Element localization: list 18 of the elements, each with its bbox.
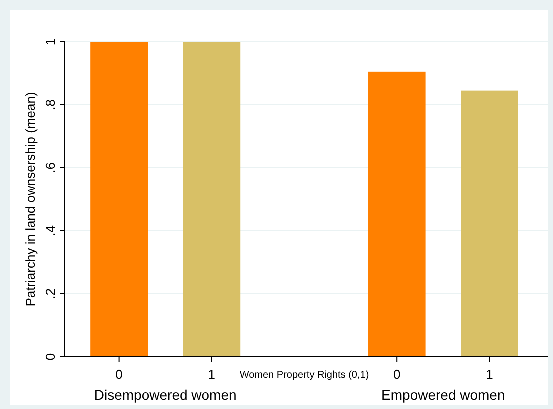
x-tick-label: 1 [208, 367, 216, 382]
bar [368, 72, 426, 357]
y-tick-label: .4 [43, 226, 58, 236]
x-tick-label: 0 [393, 367, 401, 382]
y-tick-label: .8 [43, 100, 58, 110]
y-axis-title: Patriarchy in land ownsership (mean) [23, 92, 38, 307]
bar [183, 42, 241, 357]
y-tick-label: 1 [43, 38, 58, 46]
y-tick-label: 0 [43, 353, 58, 361]
x-tick-label: 1 [486, 367, 494, 382]
y-tick-label: .6 [43, 162, 58, 174]
y-tick-label: .2 [43, 288, 58, 300]
bar [90, 42, 148, 357]
text: Empowered women [382, 387, 506, 403]
x-tick-label: 0 [116, 367, 123, 382]
text: Disempowered women [94, 387, 237, 403]
x-axis-title: Women Property Rights (0,1) [240, 370, 370, 381]
bar [460, 90, 518, 357]
